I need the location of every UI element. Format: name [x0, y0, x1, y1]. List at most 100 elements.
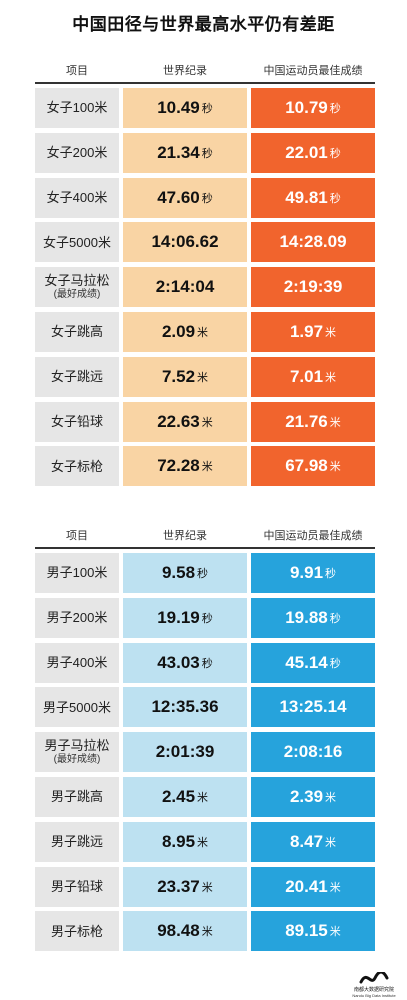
world-record-cell-value: 2:01:39: [155, 742, 215, 762]
table-row: 男子铅球 23.37 米 20.41 米: [35, 866, 375, 907]
china-best-cell-unit: 米: [329, 881, 341, 894]
header-divider: [35, 82, 375, 84]
event-sublabel: (最好成绩): [53, 753, 101, 765]
china-best-cell-value: 2:08:16: [283, 742, 343, 762]
world-record-cell-unit: 秒: [201, 657, 213, 670]
world-record-cell: 19.19 秒: [123, 597, 247, 638]
china-best-cell: 10.79 秒: [251, 88, 375, 128]
logo-name-en: Nandu Big Data Institute: [352, 993, 396, 998]
world-record-cell: 8.95 米: [123, 821, 247, 862]
header-china-best: 中国运动员最佳成绩: [263, 65, 363, 77]
world-record-cell-value: 19.19: [157, 607, 200, 627]
table-row: 男子200米 19.19 秒 19.88 秒: [35, 597, 375, 638]
world-record-cell-value: 98.48: [157, 921, 200, 941]
event-cell: 男子5000米: [35, 687, 119, 728]
event-label: 女子标枪: [50, 458, 103, 474]
china-best-cell-value: 9.91: [289, 563, 324, 582]
world-record-cell-value: 23.37: [157, 876, 200, 896]
event-label: 男子跳远: [50, 833, 103, 849]
world-record-cell-unit: 秒: [197, 568, 209, 580]
world-record-cell-value: 22.63: [157, 411, 200, 431]
china-best-cell: 1.97 米: [251, 311, 375, 352]
china-best-cell-value: 45.14: [285, 652, 328, 672]
world-record-cell: 23.37 米: [123, 866, 247, 907]
china-best-cell-value: 19.88: [285, 607, 328, 627]
table-row: 女子5000米 14:06.62 14:28.09: [35, 222, 375, 263]
world-record-cell: 12:35.36: [123, 687, 247, 728]
world-record-cell: 2.45 米: [123, 776, 247, 817]
event-cell: 女子跳远: [35, 356, 119, 397]
world-record-cell-unit: 秒: [201, 612, 213, 625]
men-records-table: 项目 世界纪录 中国运动员最佳成绩 男子100米 9.58 秒 9.91 秒男子200米…: [35, 523, 375, 956]
world-record-cell-unit: 秒: [201, 147, 213, 160]
world-record-cell: 22.63 米: [123, 401, 247, 442]
world-record-cell-value: 12:35.36: [151, 697, 219, 717]
event-cell: 男子200米: [35, 597, 119, 638]
china-best-cell-unit: 米: [329, 461, 341, 474]
china-best-cell-value: 8.47: [289, 831, 324, 851]
header-world-record: 世界纪录: [163, 530, 207, 542]
world-record-cell: 7.52 米: [123, 356, 247, 397]
world-record-cell-value: 43.03: [157, 652, 200, 672]
world-record-cell: 47.60 秒: [123, 177, 247, 218]
china-best-cell-value: 22.01: [285, 142, 328, 162]
china-best-cell-value: 10.79: [285, 98, 328, 117]
world-record-cell-value: 2.45: [161, 786, 196, 806]
china-best-cell-unit: 秒: [329, 103, 341, 115]
china-best-cell: 22.01 秒: [251, 132, 375, 173]
event-cell: 女子标枪: [35, 446, 119, 487]
event-cell: 男子跳高: [35, 776, 119, 817]
china-best-cell-value: 1.97: [289, 321, 324, 341]
event-cell: 男子马拉松 (最好成绩): [35, 732, 119, 773]
event-cell: 男子标枪: [35, 911, 119, 952]
china-best-cell-unit: 米: [329, 416, 341, 429]
china-best-cell-value: 49.81: [285, 187, 328, 207]
table-row: 女子马拉松 (最好成绩) 2:14:04 2:19:39: [35, 267, 375, 308]
china-best-cell: 49.81 秒: [251, 177, 375, 218]
china-best-cell: 13:25.14: [251, 687, 375, 728]
event-label: 男子400米: [46, 654, 108, 670]
table-row: 女子跳高 2.09 米 1.97 米: [35, 311, 375, 352]
event-label: 女子马拉松: [44, 273, 110, 289]
table-row: 男子5000米 12:35.36 13:25.14: [35, 687, 375, 728]
event-label: 男子跳高: [50, 789, 103, 805]
publisher-logo: 南都大数据研究院 Nandu Big Data Institute: [352, 970, 396, 998]
table-header: 项目 世界纪录 中国运动员最佳成绩: [35, 58, 375, 82]
china-best-cell: 20.41 米: [251, 866, 375, 907]
china-best-cell: 89.15 米: [251, 911, 375, 952]
event-label: 女子跳高: [50, 324, 103, 340]
header-event: 项目: [66, 530, 88, 542]
world-record-cell: 10.49 秒: [123, 88, 247, 128]
event-label: 女子跳远: [50, 368, 103, 384]
china-best-cell: 67.98 米: [251, 446, 375, 487]
page-title: 中国田径与世界最高水平仍有差距: [72, 15, 335, 34]
event-label: 男子100米: [46, 565, 108, 581]
event-label: 男子铅球: [50, 878, 103, 894]
china-best-cell-unit: 秒: [329, 612, 341, 625]
world-record-cell: 2:14:04: [123, 267, 247, 308]
header-divider: [35, 547, 375, 549]
event-label: 女子400米: [46, 189, 108, 205]
event-label: 女子200米: [46, 145, 108, 160]
logo-mark-icon: [352, 970, 396, 986]
event-cell: 女子跳高: [35, 311, 119, 352]
event-cell: 女子100米: [35, 88, 119, 128]
world-record-cell-unit: 米: [197, 836, 209, 849]
china-best-cell: 9.91 秒: [251, 553, 375, 593]
table-row: 男子100米 9.58 秒 9.91 秒: [35, 553, 375, 593]
world-record-cell-unit: 秒: [201, 103, 213, 115]
event-label: 男子5000米: [43, 699, 111, 715]
china-best-cell-value: 2.39: [289, 786, 324, 806]
china-best-cell: 21.76 米: [251, 401, 375, 442]
event-cell: 女子铅球: [35, 401, 119, 442]
world-record-cell-value: 2.09: [161, 321, 196, 341]
china-best-cell-unit: 米: [325, 326, 337, 339]
event-label: 女子5000米: [43, 234, 111, 250]
table-row: 女子标枪 72.28 米 67.98 米: [35, 446, 375, 487]
table-row: 男子400米 43.03 秒 45.14 秒: [35, 642, 375, 683]
event-cell: 女子马拉松 (最好成绩): [35, 267, 119, 308]
event-cell: 男子跳远: [35, 821, 119, 862]
event-cell: 男子100米: [35, 553, 119, 593]
header-world-record: 世界纪录: [163, 65, 207, 77]
china-best-cell: 19.88 秒: [251, 597, 375, 638]
